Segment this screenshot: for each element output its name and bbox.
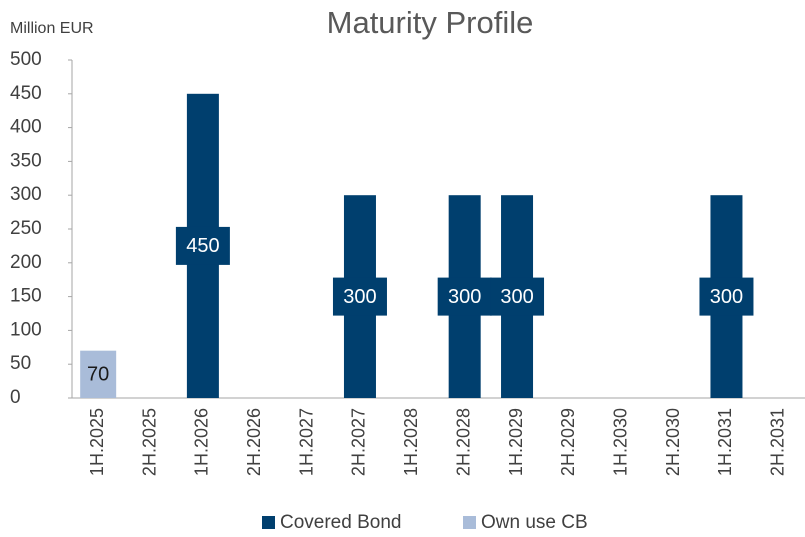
y-tick-label: 0 [10,387,21,408]
y-tick-label: 300 [10,184,42,205]
y-tick-label: 400 [10,117,42,138]
y-tick-label: 450 [10,83,42,104]
chart-title: Maturity Profile [327,5,534,40]
legend-swatch [262,516,275,529]
legend-label: Own use CB [481,512,588,533]
data-label: 300 [500,286,533,308]
x-tick-label: 2H.2027 [349,408,369,476]
x-tick-label: 1H.2029 [506,408,526,476]
x-tick-label: 2H.2028 [453,408,473,476]
x-tick-label: 1H.2031 [715,408,735,476]
y-tick-label: 350 [10,150,42,171]
y-tick-label: 250 [10,218,42,239]
x-tick-label: 1H.2028 [401,408,421,476]
data-label: 300 [448,286,481,308]
y-tick-label: 100 [10,319,42,340]
x-tick-label: 2H.2029 [558,408,578,476]
x-tick-label: 2H.2030 [663,408,683,476]
data-label-box [699,277,754,316]
y-tick-label: 500 [10,49,42,70]
x-tick-label: 1H.2025 [87,408,107,476]
data-label: 300 [343,286,376,308]
y-tick-label: 200 [10,252,42,273]
bar [80,350,117,398]
data-label: 300 [710,286,743,308]
data-label-box [490,277,545,316]
x-tick-label: 1H.2026 [192,408,212,476]
data-label: 450 [186,235,219,257]
legend-swatch [463,516,476,529]
x-tick-label: 1H.2027 [296,408,316,476]
y-tick-label: 50 [10,353,31,374]
x-tick-label: 1H.2030 [611,408,631,476]
x-tick-label: 2H.2026 [244,408,264,476]
x-tick-label: 2H.2025 [139,408,159,476]
x-tick-label: 2H.2031 [768,408,788,476]
data-label-box [332,277,387,316]
data-label: 70 [87,364,109,386]
legend-label: Covered Bond [280,512,401,533]
y-tick-label: 150 [10,286,42,307]
data-label-box [437,277,492,316]
data-label-box [175,226,230,265]
y-axis-label: Million EUR [10,20,94,37]
